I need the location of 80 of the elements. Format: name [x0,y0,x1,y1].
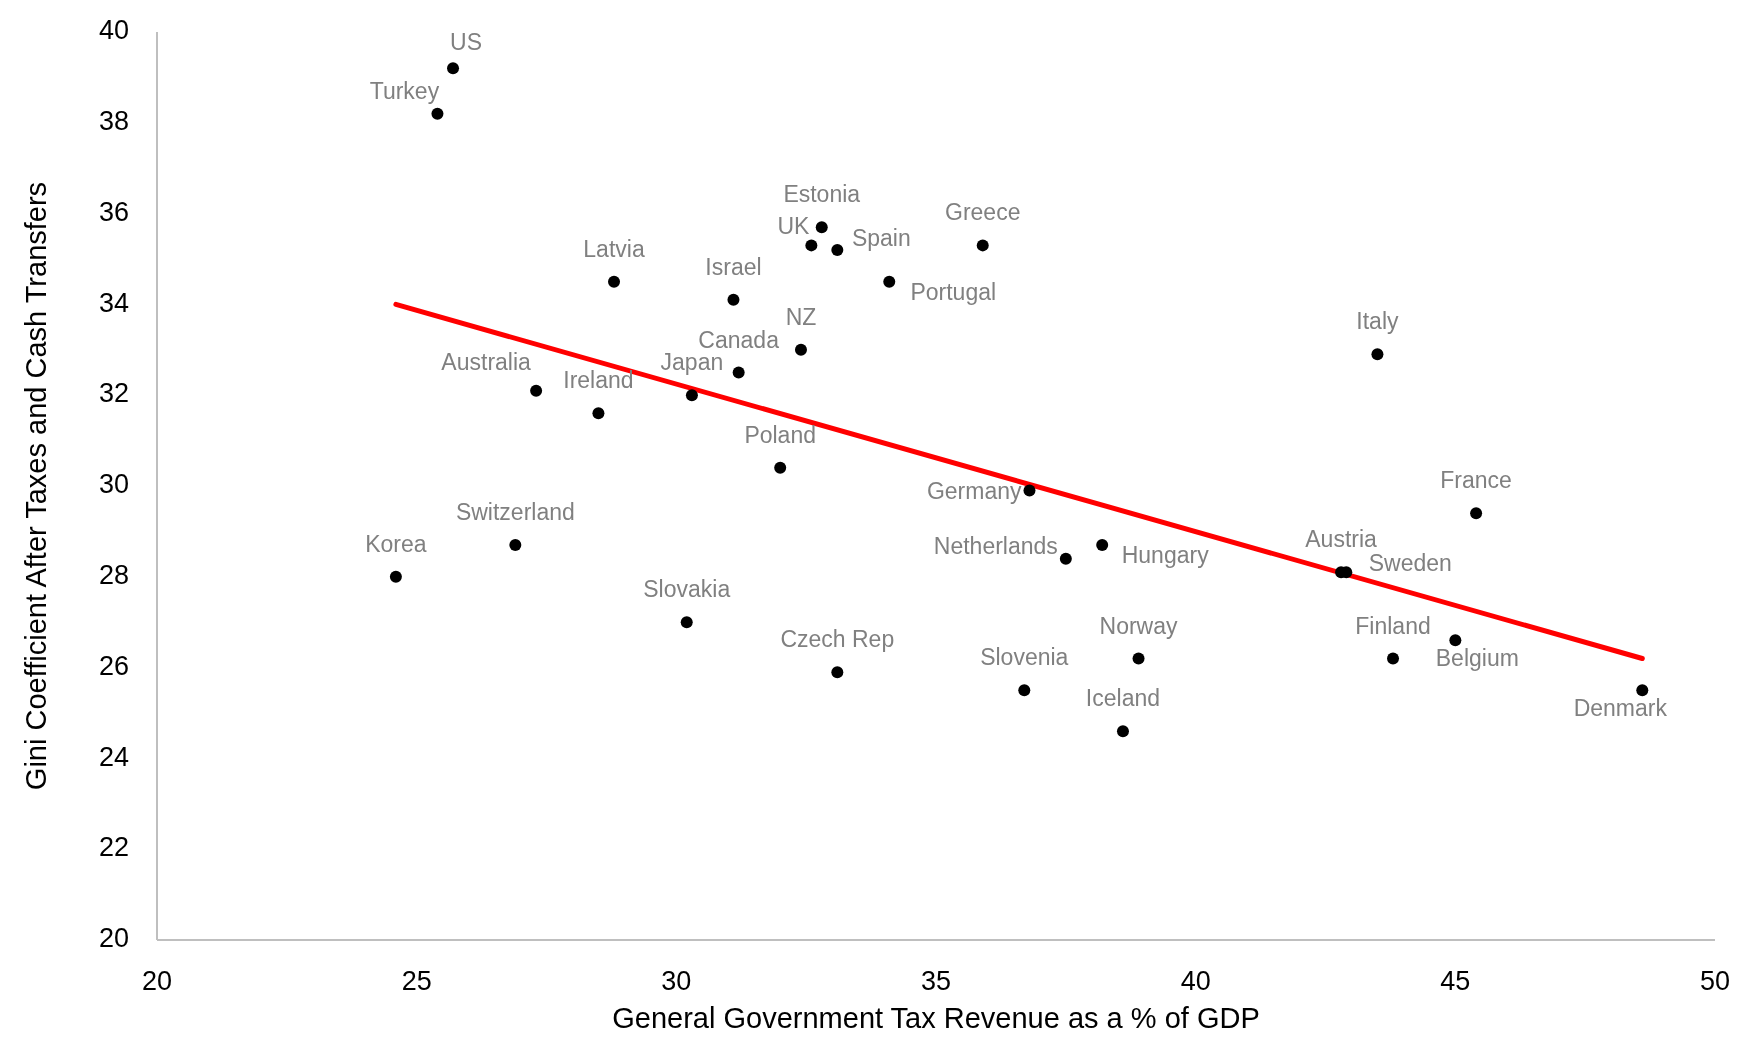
point [509,539,522,552]
point [530,384,543,397]
annotation: Sweden [1368,550,1452,577]
annotation: UK [777,213,810,240]
x-tick-label: 35 [920,966,952,996]
annotation: Spain [851,225,911,251]
annotation: Norway [1099,612,1179,639]
annotation: Australia [441,348,532,375]
point [431,107,444,120]
annotation: Hungary [1121,542,1210,569]
point [389,570,402,583]
x-tick-label: 25 [401,966,432,996]
point [831,666,844,679]
annotation: US [450,29,482,56]
point [815,221,828,234]
point [1449,634,1462,647]
point [1018,684,1031,697]
point [774,461,787,474]
annotation: Estonia [783,181,861,208]
annotation: Iceland [1085,685,1161,712]
y-tick-label: 22 [98,832,129,863]
annotation: Denmark [1573,695,1668,722]
point [1387,652,1400,665]
annotation: Slovenia [980,644,1069,671]
annotation: Latvia [583,235,645,262]
point [447,62,460,75]
point [592,407,605,420]
y-tick-label: 38 [98,105,129,136]
annotation: Belgium [1435,645,1519,672]
point [1023,484,1036,497]
point [732,366,745,379]
y-tick-label: 28 [98,559,129,590]
point [1096,539,1109,552]
x-tick-label: 30 [661,966,692,996]
annotation: NZ [785,303,817,330]
annotation: Israel [705,253,762,280]
point [805,239,818,252]
point [794,343,807,356]
y-tick-label: 40 [98,15,129,46]
annotation: Finland [1355,612,1431,639]
x-tick-label: 40 [1180,966,1211,996]
point [1116,725,1129,738]
y-tick-label: 20 [98,923,129,954]
annotation: Czech Rep [780,626,895,653]
y-tick-label: 34 [98,287,129,318]
y-tick-label: 24 [98,741,129,772]
annotation: Austria [1305,526,1378,553]
point [1470,507,1483,520]
x-axis-title: General Government Tax Revenue as a % of GDP [612,1002,1260,1034]
annotation: Germany [926,477,1022,504]
point [1059,552,1072,565]
annotation: Poland [744,421,817,448]
y-tick-label: 30 [98,469,129,500]
y-axis-title: Gini Coefficient After Taxes and Cash Transfers [20,181,52,791]
annotation: Ireland [563,367,634,394]
point [1636,684,1649,697]
annotation: Korea [365,530,427,557]
annotation: Italy [1356,308,1400,335]
annotation: Netherlands [933,532,1058,559]
point [1132,652,1145,665]
point [727,293,740,306]
y-tick-label: 26 [98,650,129,681]
point [1371,348,1384,361]
x-tick-label: 50 [1699,966,1731,996]
annotation: Portugal [910,278,997,305]
point [831,243,844,256]
point [608,275,621,288]
x-tick-label: 45 [1440,966,1471,996]
annotation: Greece [945,199,1021,226]
point [883,275,896,288]
annotation: France [1440,467,1512,494]
annotation: Switzerland [455,499,575,526]
annotation: Slovakia [643,576,731,603]
x-tick-label: 20 [141,966,173,996]
annotation: Turkey [369,77,440,104]
point [680,616,693,629]
point [685,389,698,402]
y-tick-label: 36 [98,196,129,227]
y-tick-label: 32 [98,378,129,409]
point [976,239,989,252]
